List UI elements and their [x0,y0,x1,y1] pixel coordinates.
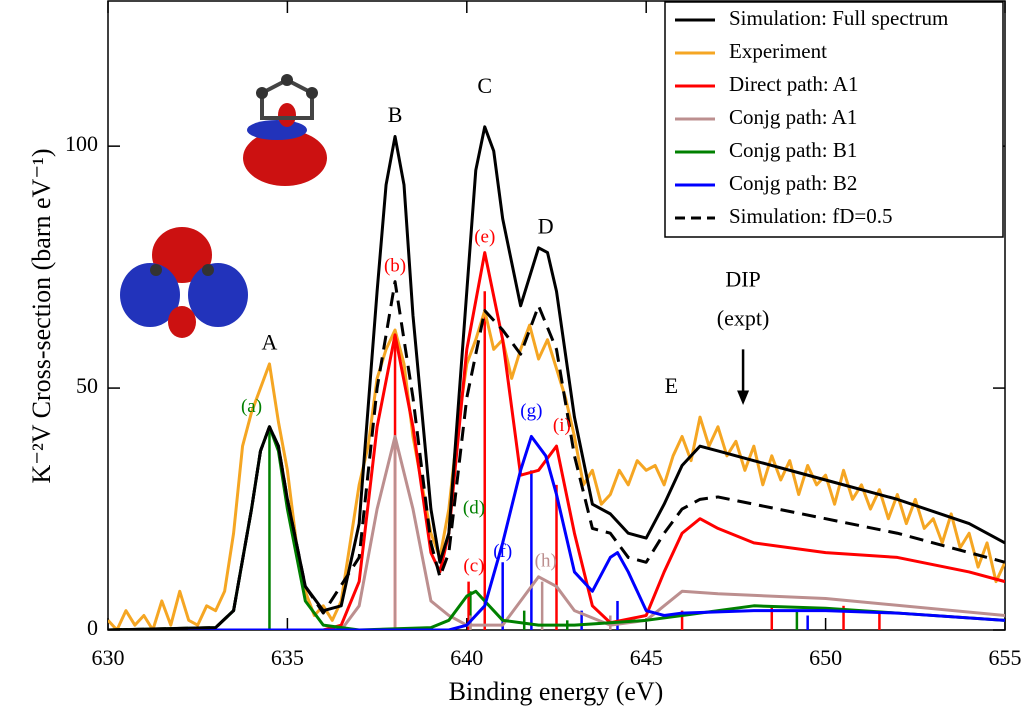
annotation: DIP [725,267,760,292]
legend-label: Conjg path: A1 [729,105,857,129]
legend-label: Simulation: Full spectrum [729,6,948,30]
annotation: E [665,373,678,398]
arrow-head [737,390,749,405]
x-tick-label: 640 [450,645,483,670]
annotation: (i) [553,415,571,436]
x-axis-label: Binding energy (eV) [449,677,664,706]
x-tick-label: 655 [989,645,1022,670]
x-tick-label: 635 [271,645,304,670]
annotation: A [262,330,278,355]
annotation: (e) [474,226,495,247]
annotation: B [388,102,403,127]
chart: Binding energy (eV) K⁻²V Cross-section (… [0,0,1031,717]
x-tick-label: 650 [809,645,842,670]
annotation: (expt) [717,305,770,330]
annotation: C [477,73,492,98]
y-tick-label: 50 [76,373,98,398]
annotation: (h) [535,551,557,572]
annotation: (d) [463,497,485,518]
legend-label: Conjg path: B2 [729,171,857,195]
legend-label: Simulation: fD=0.5 [729,204,893,228]
legend-label: Conjg path: B1 [729,138,857,162]
annotation: (b) [384,255,406,276]
x-tick-label: 630 [92,645,125,670]
legend-label: Direct path: A1 [729,72,858,96]
annotation: (c) [463,555,484,576]
y-tick-label: 0 [87,615,98,640]
annotation: D [538,213,554,238]
legend-label: Experiment [729,39,827,63]
annotation: (f) [493,541,512,562]
annotation: (a) [241,396,262,417]
y-axis-label: K⁻²V Cross-section (barn eV⁻¹) [27,149,56,484]
molecule-icons [120,74,327,338]
annotation: (g) [520,401,542,422]
y-tick-label: 100 [65,131,98,156]
x-tick-label: 645 [630,645,663,670]
